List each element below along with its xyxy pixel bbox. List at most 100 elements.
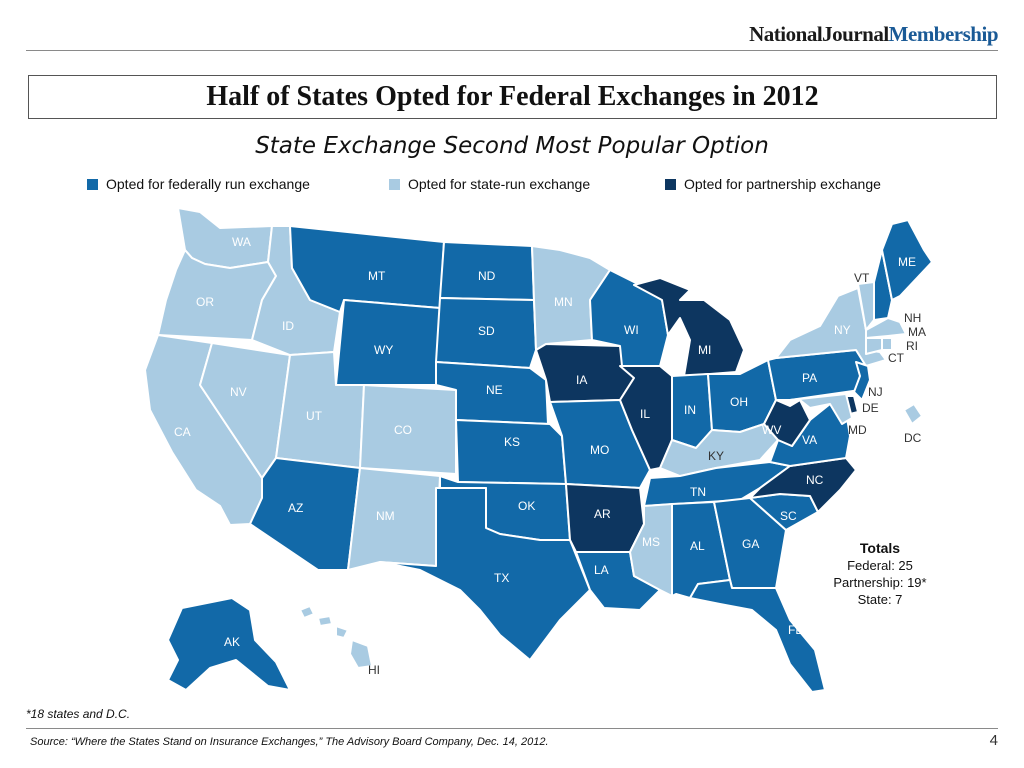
state-hi-island-3 xyxy=(335,625,349,639)
state-label-il: IL xyxy=(640,407,650,421)
state-label-wa: WA xyxy=(232,235,251,249)
state-label-or: OR xyxy=(196,295,214,309)
state-label-sd: SD xyxy=(478,324,495,338)
state-tx xyxy=(379,487,591,661)
state-label-wv: WV xyxy=(762,423,781,437)
legend-item-federal: Opted for federally run exchange xyxy=(87,176,310,192)
state-label-ks: KS xyxy=(504,435,520,449)
state-label-la: LA xyxy=(594,563,609,577)
state-label-ri: RI xyxy=(906,339,918,353)
page-number: 4 xyxy=(989,732,998,749)
state-label-ak: AK xyxy=(224,635,240,649)
state-label-sc: SC xyxy=(780,509,797,523)
state-fl xyxy=(689,579,826,693)
state-md xyxy=(789,393,853,425)
state-me xyxy=(881,219,933,301)
footnote: *18 states and D.C. xyxy=(26,707,131,721)
state-label-nm: NM xyxy=(376,509,395,523)
state-label-pa: PA xyxy=(802,371,817,385)
state-dc xyxy=(903,403,923,425)
state-nh xyxy=(873,249,893,321)
state-label-ms: MS xyxy=(642,535,660,549)
state-label-nj: NJ xyxy=(868,385,883,399)
state-label-ga: GA xyxy=(742,537,759,551)
state-label-oh: OH xyxy=(730,395,748,409)
state-label-ny: NY xyxy=(834,323,851,337)
state-label-me: ME xyxy=(898,255,916,269)
state-label-va: VA xyxy=(802,433,817,447)
legend-item-partnership: Opted for partnership exchange xyxy=(665,176,881,192)
state-label-dc: DC xyxy=(904,431,922,445)
totals-box: Totals Federal: 25 Partnership: 19* Stat… xyxy=(820,540,940,608)
state-label-mn: MN xyxy=(554,295,573,309)
state-label-de: DE xyxy=(862,401,879,415)
top-divider xyxy=(26,50,998,51)
page-subtitle: State Exchange Second Most Popular Optio… xyxy=(255,133,769,159)
totals-federal: Federal: 25 xyxy=(847,558,913,573)
state-label-ne: NE xyxy=(486,383,503,397)
state-sd xyxy=(435,297,537,369)
state-label-co: CO xyxy=(394,423,412,437)
state-hi-island-1 xyxy=(299,605,315,619)
state-label-hi: HI xyxy=(368,663,380,677)
source-citation: Source: “Where the States Stand on Insur… xyxy=(30,736,549,748)
state-label-fl: FL xyxy=(788,623,802,637)
bottom-divider xyxy=(26,728,998,729)
state-label-az: AZ xyxy=(288,501,303,515)
legend-label-state: Opted for state-run exchange xyxy=(408,176,591,192)
state-il xyxy=(619,365,673,471)
state-ri xyxy=(881,337,893,351)
totals-state: State: 7 xyxy=(857,592,903,607)
state-wi xyxy=(589,269,669,367)
state-label-in: IN xyxy=(684,403,696,417)
legend-label-federal: Opted for federally run exchange xyxy=(106,176,310,192)
state-label-ca: CA xyxy=(174,425,191,439)
state-label-vt: VT xyxy=(854,271,870,285)
state-label-ar: AR xyxy=(594,507,611,521)
totals-partnership: Partnership: 19* xyxy=(833,575,927,590)
state-az xyxy=(249,457,361,571)
state-label-tx: TX xyxy=(494,571,509,585)
legend-swatch-partnership xyxy=(665,178,676,190)
state-mi xyxy=(633,277,745,377)
state-label-mo: MO xyxy=(590,443,609,457)
legend-swatch-federal xyxy=(87,178,98,190)
state-ks xyxy=(455,419,567,485)
state-label-nc: NC xyxy=(806,473,824,487)
state-hi xyxy=(299,605,373,669)
title-box: Half of States Opted for Federal Exchang… xyxy=(28,75,997,119)
state-label-ma: MA xyxy=(908,325,926,339)
brand-logo-part2: Membership xyxy=(888,22,999,46)
state-hi-island-4 xyxy=(349,639,373,669)
state-mt xyxy=(289,225,445,313)
state-label-mi: MI xyxy=(698,343,711,357)
legend-swatch-state xyxy=(389,178,400,190)
state-label-md: MD xyxy=(848,423,867,437)
state-label-wy: WY xyxy=(374,343,393,357)
state-label-ut: UT xyxy=(306,409,323,423)
state-label-nv: NV xyxy=(230,385,247,399)
state-label-mt: MT xyxy=(368,269,386,283)
brand-logo-part1: NationalJournal xyxy=(749,22,889,46)
state-label-nh: NH xyxy=(904,311,921,325)
state-label-ct: CT xyxy=(888,351,905,365)
state-label-nd: ND xyxy=(478,269,496,283)
state-nj xyxy=(853,361,871,401)
brand-logo: NationalJournalMembership xyxy=(749,22,998,47)
state-co xyxy=(359,384,457,475)
state-label-id: ID xyxy=(282,319,294,333)
state-label-al: AL xyxy=(690,539,705,553)
state-label-wi: WI xyxy=(624,323,639,337)
page-title: Half of States Opted for Federal Exchang… xyxy=(206,81,819,112)
state-hi-island-2 xyxy=(317,615,333,627)
state-ak xyxy=(167,597,291,691)
state-label-ky: KY xyxy=(708,449,724,463)
state-label-tn: TN xyxy=(690,485,706,499)
state-label-ok: OK xyxy=(518,499,535,513)
totals-heading: Totals xyxy=(859,540,901,556)
state-label-ia: IA xyxy=(576,373,587,387)
legend-label-partnership: Opted for partnership exchange xyxy=(684,176,881,192)
state-ct xyxy=(865,337,883,355)
legend-item-state: Opted for state-run exchange xyxy=(389,176,590,192)
